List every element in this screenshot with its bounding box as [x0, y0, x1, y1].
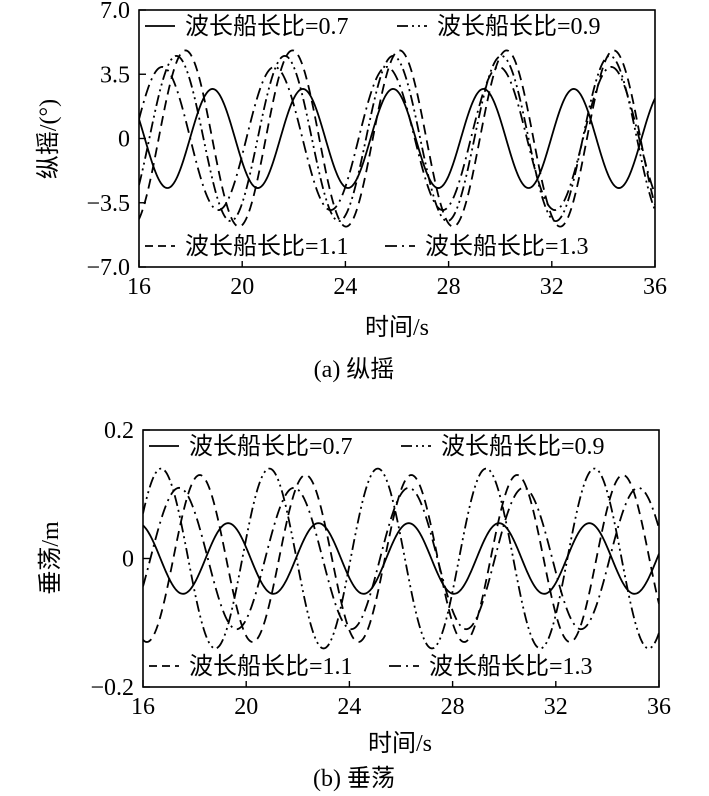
pitch-legend-label-4: 波长船长比=1.3: [425, 233, 589, 260]
pitch-legend-background: [143, 231, 355, 261]
heave-series-line-2: [143, 467, 659, 650]
heave-y-tick-label: 0: [122, 547, 134, 573]
pitch-y-axis-label: 纵摇/(°): [35, 99, 62, 179]
pitch-legend-background: [143, 11, 355, 41]
heave-series-line-3: [143, 474, 659, 643]
heave-legend-background: [147, 431, 359, 461]
heave-x-tick-label: 16: [131, 694, 155, 720]
heave-legend-label-3: 波长船长比=1.1: [189, 653, 353, 680]
pitch-y-tick-label: 3.5: [100, 62, 130, 88]
pitch-chart: (a) 纵摇 时间/s 纵摇/(°) 16 20 24 28 32 36 7.0 3.5 0 −3…: [35, 0, 667, 383]
pitch-caption: (a) 纵摇: [314, 356, 395, 383]
pitch-y-tick-label: 0: [118, 127, 130, 153]
heave-series-line-1: [143, 522, 659, 595]
pitch-legend-label-3: 波长船长比=1.1: [185, 233, 349, 260]
pitch-series-line-4: [139, 66, 655, 211]
pitch-x-tick-label: 36: [643, 274, 667, 300]
heave-x-tick-label: 36: [647, 694, 671, 720]
heave-plot-frame: [142, 429, 660, 688]
pitch-legend-label-1: 波长船长比=0.7: [185, 13, 349, 40]
heave-legend-label-1: 波长船长比=0.7: [189, 433, 353, 460]
pitch-legend-background: [395, 11, 607, 41]
heave-series-line-4: [143, 486, 659, 631]
pitch-x-tick-label: 16: [127, 274, 151, 300]
heave-y-axis-label: 垂荡/m: [37, 521, 64, 595]
heave-y-tick-label: 0.2: [104, 418, 134, 444]
pitch-legend-label-2: 波长船长比=0.9: [437, 13, 601, 40]
pitch-x-tick-label: 32: [540, 274, 564, 300]
pitch-series-line-2: [139, 54, 655, 223]
heave-legend-label-4: 波长船长比=1.3: [429, 653, 593, 680]
heave-x-tick-label: 24: [337, 694, 361, 720]
pitch-x-tick-label: 20: [230, 274, 254, 300]
pitch-series-line-1: [139, 88, 655, 189]
heave-y-tick-label: −0.2: [90, 675, 134, 701]
pitch-y-tick-label: −3.5: [86, 191, 130, 217]
pitch-y-tick-label: 7.0: [100, 0, 130, 24]
heave-x-tick-label: 20: [234, 694, 258, 720]
heave-caption: (b) 垂荡: [313, 765, 395, 792]
pitch-x-axis-label: 时间/s: [365, 314, 429, 341]
pitch-plot-frame: [138, 9, 656, 268]
heave-legend-background: [387, 651, 599, 681]
pitch-x-tick-label: 28: [437, 274, 461, 300]
pitch-series-line-3: [139, 49, 655, 228]
heave-legend-label-2: 波长船长比=0.9: [441, 433, 605, 460]
heave-x-axis-label: 时间/s: [368, 730, 432, 757]
heave-legend-background: [147, 651, 359, 681]
pitch-x-tick-label: 24: [333, 274, 357, 300]
heave-x-tick-label: 32: [544, 694, 568, 720]
pitch-legend-background: [383, 231, 595, 261]
heave-chart: (b) 垂荡 时间/s 垂荡/m 16 20 24 28 32 36 0.2 0 −0.2 波长船…: [37, 418, 671, 792]
pitch-y-tick-label: −7.0: [86, 255, 130, 281]
heave-x-tick-label: 28: [441, 694, 465, 720]
heave-legend-background: [399, 431, 611, 461]
